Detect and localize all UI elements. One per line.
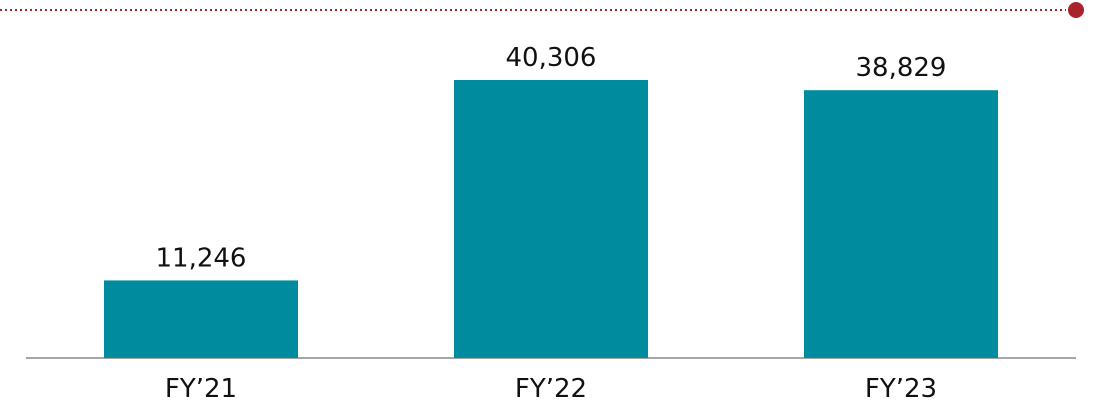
- x-tick-label: FY’23: [865, 374, 937, 404]
- value-label: 11,246: [156, 243, 247, 273]
- value-label: 38,829: [856, 53, 947, 83]
- bar: [804, 90, 998, 358]
- header-dot: [1068, 2, 1084, 18]
- x-tick-label: FY’22: [515, 374, 587, 404]
- value-label: 40,306: [506, 43, 597, 73]
- x-tick-label: FY’21: [165, 374, 237, 404]
- bar: [104, 280, 298, 358]
- bar: [454, 80, 648, 358]
